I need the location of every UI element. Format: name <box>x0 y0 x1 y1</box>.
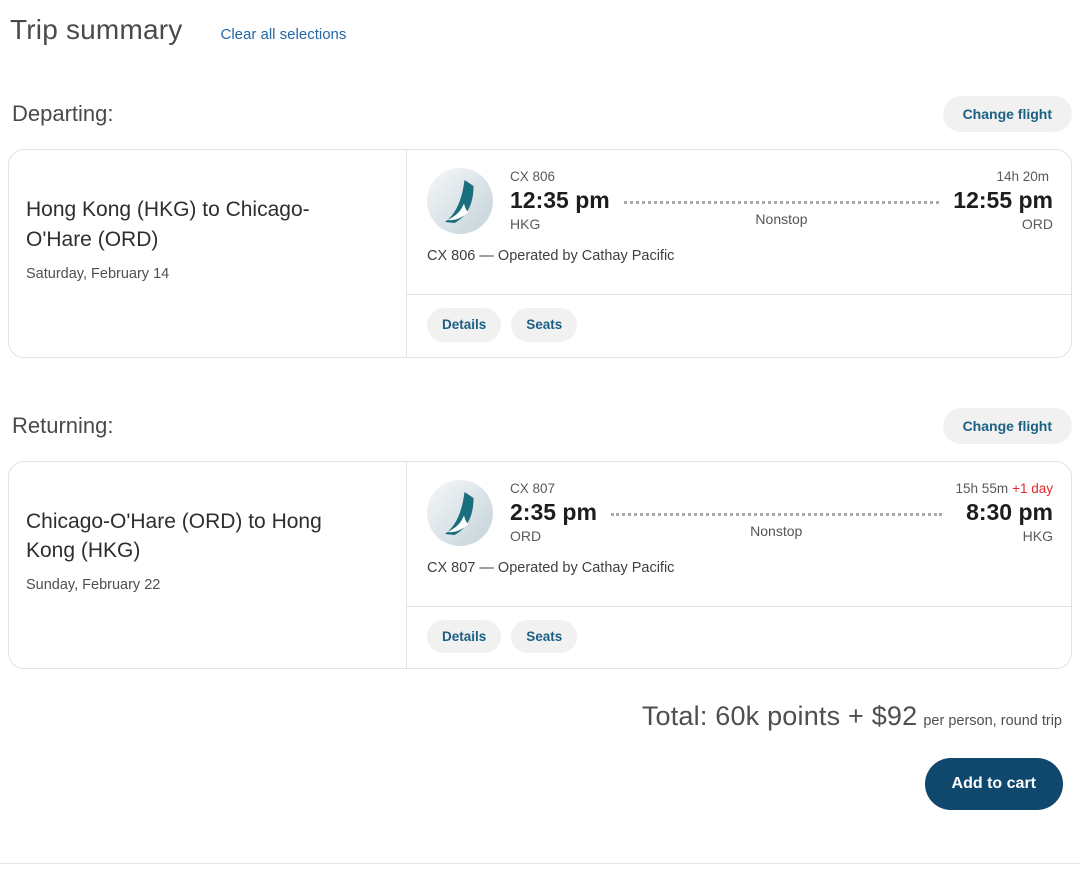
cathay-pacific-airline-logo-icon <box>427 479 493 546</box>
returning-operated-by: CX 807 — Operated by Cathay Pacific <box>427 559 675 576</box>
departing-stops-label: Nonstop <box>755 211 808 227</box>
card-divider <box>407 294 1071 295</box>
change-returning-flight-button[interactable]: Change flight <box>942 407 1072 444</box>
bottom-divider <box>0 863 1080 864</box>
departing-departure-airport: HKG <box>510 216 541 232</box>
trip-summary-page: Trip summary Clear all selections Depart… <box>8 14 1072 810</box>
departing-flight-number: CX 806 <box>510 169 556 184</box>
clear-all-selections-link[interactable]: Clear all selections <box>220 26 347 43</box>
returning-route-panel: Chicago-O'Hare (ORD) to Hong Kong (HKG) … <box>9 461 407 668</box>
returning-date: Sunday, February 22 <box>26 577 161 594</box>
returning-section: Returning: Change flight Chicago-O'Hare … <box>8 407 1072 669</box>
departing-flight-details-panel: CX 806 12:35 pm HKG Nonstop 14h 20m 12:5… <box>407 150 1071 357</box>
flight-path-dotted-line <box>623 201 940 204</box>
departing-route-panel: Hong Kong (HKG) to Chicago-O'Hare (ORD) … <box>9 150 407 357</box>
returning-departure-block: CX 807 2:35 pm ORD <box>510 480 597 546</box>
departing-route: Hong Kong (HKG) to Chicago-O'Hare (ORD) <box>26 198 310 251</box>
returning-departure-time: 2:35 pm <box>510 498 597 525</box>
departing-departure-time: 12:35 pm <box>510 187 610 213</box>
returning-flight-details-panel: CX 807 2:35 pm ORD Nonstop 15h 55m +1 day… <box>407 462 1071 669</box>
departing-arrival-block: 14h 20m 12:55 pm ORD <box>953 168 1053 234</box>
departing-flight-path: Nonstop <box>623 168 940 227</box>
page-title: Trip summary <box>10 14 183 45</box>
change-departing-flight-button[interactable]: Change flight <box>942 96 1072 132</box>
returning-heading: Returning: <box>12 412 114 438</box>
returning-route: Chicago-O'Hare (ORD) to Hong Kong (HKG) <box>26 509 322 563</box>
departing-arrival-time: 12:55 pm <box>953 187 1053 213</box>
cathay-pacific-airline-logo-icon <box>427 168 493 234</box>
departing-operated-by: CX 806 — Operated by Cathay Pacific <box>427 248 675 264</box>
add-to-cart-button[interactable]: Add to cart <box>924 758 1063 810</box>
returning-details-button[interactable]: Details <box>427 619 502 653</box>
returning-seats-button[interactable]: Seats <box>511 619 578 653</box>
returning-flight-path: Nonstop <box>610 480 942 539</box>
total-price: Total: 60k points + $92 <box>641 701 918 731</box>
departing-heading: Departing: <box>12 101 114 126</box>
page-header: Trip summary Clear all selections <box>8 14 1072 46</box>
card-divider <box>407 605 1071 607</box>
departing-seats-button[interactable]: Seats <box>511 308 578 342</box>
returning-arrival-block: 15h 55m +1 day 8:30 pm HKG <box>956 480 1053 546</box>
total-price-qualifier: per person, round trip <box>923 713 1062 729</box>
departing-duration: 14h 20m <box>996 169 1049 184</box>
returning-flight-number: CX 807 <box>510 480 556 496</box>
trip-total: Total: 60k points + $92 per person, round… <box>8 701 1072 732</box>
returning-flight-card: Chicago-O'Hare (ORD) to Hong Kong (HKG) … <box>8 460 1072 669</box>
returning-duration: 15h 55m <box>955 480 1009 496</box>
returning-arrival-time: 8:30 pm <box>966 498 1053 525</box>
returning-arrival-airport: HKG <box>1022 527 1053 544</box>
departing-details-button[interactable]: Details <box>427 308 502 342</box>
departing-departure-block: CX 806 12:35 pm HKG <box>510 168 610 234</box>
departing-arrival-airport: ORD <box>1021 216 1053 232</box>
returning-stops-label: Nonstop <box>750 522 803 539</box>
departing-section: Departing: Change flight Hong Kong (HKG)… <box>8 96 1072 358</box>
returning-departure-airport: ORD <box>510 527 542 544</box>
departing-flight-card: Hong Kong (HKG) to Chicago-O'Hare (ORD) … <box>8 149 1072 358</box>
flight-path-dotted-line <box>610 512 942 516</box>
departing-date: Saturday, February 14 <box>26 265 170 282</box>
returning-day-change: +1 day <box>1012 480 1053 496</box>
